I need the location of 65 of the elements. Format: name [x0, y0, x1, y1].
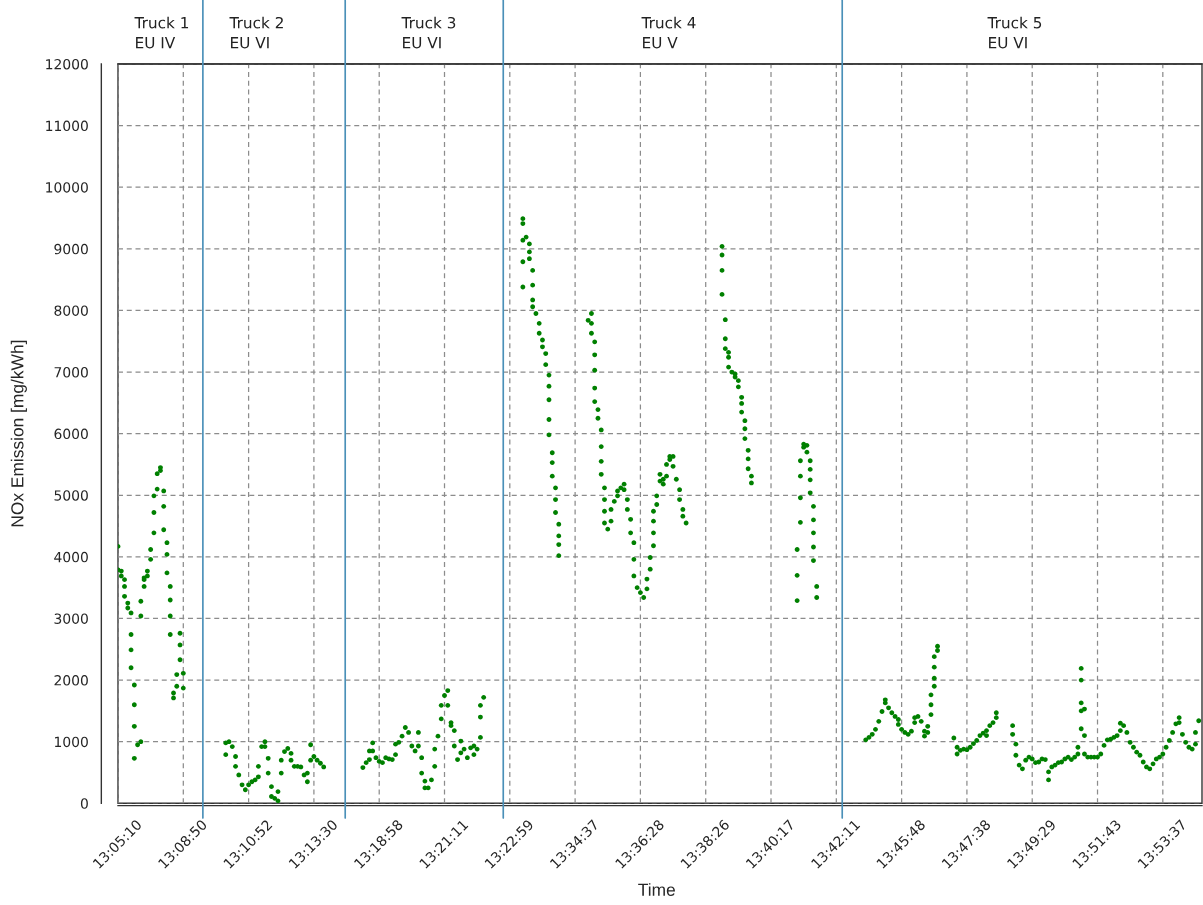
point	[556, 553, 562, 559]
y-tick-label: 5000	[54, 490, 88, 501]
point	[602, 508, 607, 514]
point	[1078, 665, 1084, 671]
point	[592, 367, 598, 373]
point	[1078, 700, 1084, 706]
point	[546, 397, 552, 403]
text: Truck 5 EU VI	[987, 16, 1042, 49]
point	[131, 755, 137, 761]
y-tick-label: 4000	[54, 551, 88, 563]
point	[526, 256, 532, 262]
y-tick-label: 6000	[54, 428, 88, 440]
point	[167, 613, 173, 619]
point	[549, 473, 555, 479]
point	[1078, 677, 1084, 683]
point	[131, 723, 137, 729]
point	[167, 632, 173, 637]
point	[592, 399, 598, 405]
x-axis-title: Time	[638, 883, 675, 896]
point	[530, 297, 536, 303]
point	[556, 542, 562, 547]
point	[651, 518, 656, 524]
y-tick-label: 2000	[54, 675, 88, 686]
point	[161, 527, 167, 533]
point	[797, 458, 803, 464]
point	[722, 346, 728, 352]
text: Truck 1 EU IV	[134, 16, 189, 49]
text: Truck 3 EU VI	[401, 16, 456, 49]
point	[520, 216, 526, 222]
point	[138, 598, 144, 604]
y-tick-label: 8000	[54, 305, 88, 316]
point	[553, 510, 558, 515]
point	[478, 702, 483, 708]
point	[128, 665, 134, 671]
point	[797, 473, 803, 479]
point	[794, 547, 800, 552]
point	[598, 458, 604, 464]
y-tick-label: 0	[80, 798, 88, 809]
text: Truck 2 EU VI	[229, 16, 283, 49]
point	[807, 477, 813, 483]
point	[931, 654, 937, 660]
point	[598, 471, 604, 477]
point	[742, 436, 748, 441]
point	[726, 364, 731, 370]
point	[592, 385, 598, 391]
text: Truck 4 EU V	[641, 16, 696, 49]
y-tick-label: 1000	[55, 736, 88, 748]
y-tick-label: 10000	[46, 182, 88, 193]
y-tick-label: 11000	[46, 120, 88, 132]
y-axis-title: NOx Emission [mg/kWh]	[10, 340, 27, 527]
point	[177, 657, 183, 663]
point	[530, 304, 536, 310]
point	[520, 221, 526, 226]
point	[651, 508, 656, 514]
y-tick-label: 7000	[54, 367, 88, 378]
point	[745, 466, 751, 472]
point	[811, 558, 816, 563]
point	[589, 330, 594, 336]
point	[807, 490, 813, 496]
y-tick-label: 9000	[54, 243, 88, 255]
point	[811, 530, 816, 536]
point	[122, 593, 127, 599]
y-tick-label: 12000	[46, 58, 88, 70]
point	[931, 664, 937, 670]
y-tick-label: 3000	[54, 613, 88, 624]
